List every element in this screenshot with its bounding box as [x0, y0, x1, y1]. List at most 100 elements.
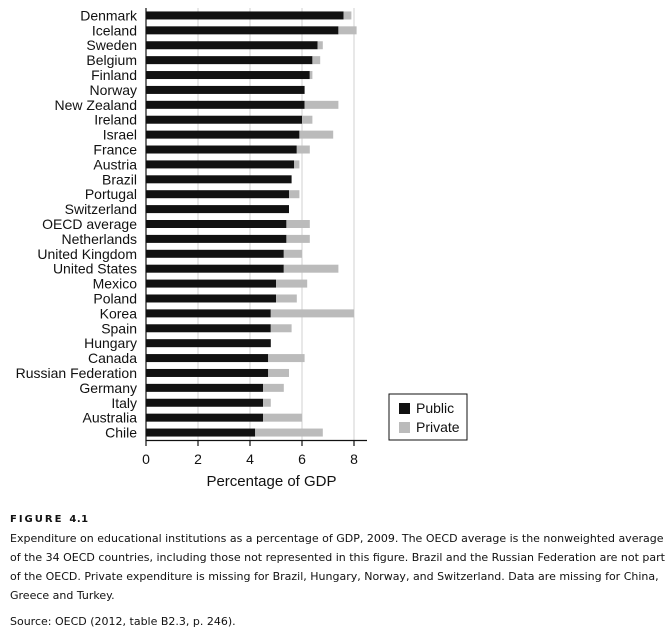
- bar-public: [146, 145, 297, 154]
- category-label: OECD average: [42, 216, 137, 232]
- figure-word: FIGURE: [10, 514, 64, 525]
- bar-private: [263, 398, 271, 407]
- category-label: Austria: [93, 156, 137, 172]
- bar-private: [283, 264, 339, 273]
- bar-public: [146, 190, 289, 199]
- bar-public: [146, 398, 263, 407]
- bar-private: [312, 56, 321, 65]
- bar-public: [146, 26, 339, 35]
- category-label: Iceland: [92, 22, 137, 38]
- figure-caption: FIGURE 4.1 Expenditure on educational ins…: [10, 510, 666, 631]
- category-label: Ireland: [94, 112, 137, 128]
- bar-private: [299, 130, 334, 139]
- bar-public: [146, 309, 271, 318]
- category-label: Italy: [111, 395, 137, 411]
- bar-private: [268, 368, 289, 377]
- x-tick-label: 8: [350, 451, 358, 467]
- legend-label-private: Private: [416, 419, 460, 435]
- category-label: Israel: [103, 127, 137, 143]
- bar-public: [146, 85, 305, 94]
- x-tick-label: 0: [142, 451, 150, 467]
- legend-swatch-public: [399, 403, 410, 414]
- bar-public: [146, 220, 287, 228]
- category-label: Germany: [79, 380, 137, 396]
- category-label: Korea: [100, 305, 138, 321]
- x-tick-label: 4: [246, 451, 254, 467]
- source-note: Source: OECD (2012, table B2.3, p. 246).: [10, 615, 236, 628]
- category-label: Australia: [83, 410, 138, 426]
- category-label: France: [93, 142, 137, 158]
- bar-public: [146, 339, 271, 348]
- bar-private: [263, 413, 302, 422]
- bar-private: [286, 220, 310, 228]
- category-label: Belgium: [86, 52, 137, 68]
- category-label: Russian Federation: [16, 365, 137, 381]
- bar-public: [146, 413, 263, 422]
- bar-private: [302, 115, 313, 124]
- category-label: Poland: [93, 290, 137, 306]
- bar-chart: DenmarkIcelandSwedenBelgiumFinlandNorway…: [16, 7, 468, 490]
- bar-private: [294, 160, 300, 169]
- bar-public: [146, 264, 284, 273]
- category-label: Finland: [91, 67, 137, 83]
- bar-public: [146, 100, 305, 109]
- legend-label-public: Public: [416, 400, 454, 416]
- bar-public: [146, 234, 287, 243]
- category-label: Mexico: [93, 276, 138, 292]
- figure-label: FIGURE 4.1: [10, 510, 666, 529]
- bar-private: [270, 309, 354, 318]
- bar-private: [338, 26, 357, 35]
- bar-public: [146, 354, 269, 363]
- caption-text: Expenditure on educational institutions …: [10, 532, 665, 602]
- legend: Public Private: [388, 393, 468, 441]
- bar-public: [146, 56, 313, 65]
- x-tick-label: 6: [298, 451, 306, 467]
- bar-public: [146, 324, 271, 333]
- bar-public: [146, 279, 276, 288]
- bar-public: [146, 130, 300, 139]
- bar-private: [317, 41, 323, 50]
- legend-swatch-private: [399, 422, 410, 433]
- category-labels: DenmarkIcelandSwedenBelgiumFinlandNorway…: [16, 7, 138, 440]
- category-label: Denmark: [80, 7, 138, 23]
- bar-public: [146, 294, 276, 303]
- bar-public: [146, 175, 292, 184]
- bar-private: [263, 383, 284, 392]
- bar-private: [255, 428, 323, 437]
- bar-private: [283, 249, 302, 258]
- bar-private: [276, 294, 297, 303]
- bar-private: [286, 234, 310, 243]
- category-label: Chile: [105, 425, 137, 441]
- bar-private: [304, 100, 339, 109]
- bar-public: [146, 428, 256, 437]
- category-label: Canada: [88, 350, 137, 366]
- bar-public: [146, 41, 318, 50]
- category-label: Switzerland: [65, 201, 137, 217]
- bar-private: [309, 71, 313, 80]
- bar-public: [146, 205, 289, 214]
- category-label: Portugal: [85, 186, 137, 202]
- bars: [146, 11, 357, 437]
- category-label: United States: [53, 261, 137, 277]
- bar-private: [296, 145, 310, 154]
- bar-public: [146, 383, 263, 392]
- category-label: United Kingdom: [37, 246, 137, 262]
- bar-public: [146, 115, 302, 124]
- bar-public: [146, 11, 344, 20]
- category-label: New Zealand: [55, 97, 138, 113]
- category-label: Sweden: [86, 37, 137, 53]
- x-tick-label: 2: [194, 451, 202, 467]
- figure-number: 4.1: [69, 514, 89, 525]
- category-label: Spain: [101, 320, 137, 336]
- category-label: Hungary: [84, 335, 137, 351]
- bar-public: [146, 368, 269, 377]
- category-label: Brazil: [102, 171, 137, 187]
- bar-public: [146, 71, 310, 80]
- bar-public: [146, 160, 295, 169]
- category-label: Norway: [90, 82, 137, 98]
- bar-public: [146, 249, 284, 258]
- category-label: Netherlands: [62, 231, 138, 247]
- bar-private: [276, 279, 308, 288]
- bar-private: [343, 11, 352, 20]
- bar-private: [289, 190, 300, 199]
